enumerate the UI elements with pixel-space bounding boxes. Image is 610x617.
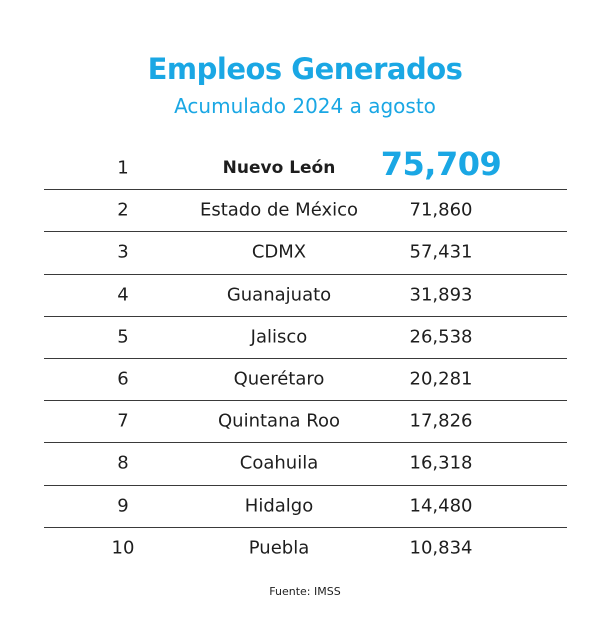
value-cell: 10,834 <box>409 537 473 559</box>
value-cell: 17,826 <box>409 410 473 432</box>
state-cell: CDMX <box>251 241 307 263</box>
value-cell: 75,709 <box>380 145 502 183</box>
rank-cell: 5 <box>117 326 129 348</box>
value-cell: 16,318 <box>409 452 473 474</box>
source-note: Fuente: IMSS <box>269 585 341 598</box>
value-cell: 57,431 <box>409 241 473 263</box>
row-divider <box>44 400 567 401</box>
value-cell: 31,893 <box>409 284 473 306</box>
row-divider <box>44 442 567 443</box>
rank-cell: 9 <box>117 495 129 517</box>
row-divider <box>44 527 567 528</box>
state-cell: Estado de México <box>199 199 359 221</box>
state-cell: Puebla <box>248 537 310 559</box>
rank-cell: 1 <box>117 157 129 179</box>
row-divider <box>44 189 567 190</box>
state-cell: Quintana Roo <box>218 410 340 432</box>
row-divider <box>44 316 567 317</box>
rank-cell: 2 <box>117 199 129 221</box>
rank-cell: 7 <box>117 410 129 432</box>
rank-cell: 10 <box>111 537 135 559</box>
row-divider <box>44 485 567 486</box>
state-cell: Nuevo León <box>222 158 336 178</box>
rank-cell: 4 <box>117 284 129 306</box>
chart-title: Empleos Generados <box>147 52 463 86</box>
value-cell: 14,480 <box>409 495 473 517</box>
rank-cell: 8 <box>117 452 129 474</box>
rank-cell: 6 <box>117 368 129 390</box>
state-cell: Querétaro <box>233 368 325 390</box>
row-divider <box>44 358 567 359</box>
row-divider <box>44 231 567 232</box>
chart-subtitle: Acumulado 2024 a agosto <box>174 94 436 118</box>
value-cell: 26,538 <box>409 326 473 348</box>
state-cell: Coahuila <box>239 452 319 474</box>
value-cell: 71,860 <box>409 199 473 221</box>
row-divider <box>44 274 567 275</box>
state-cell: Guanajuato <box>226 284 332 306</box>
value-cell: 20,281 <box>409 368 473 390</box>
state-cell: Jalisco <box>250 326 308 348</box>
state-cell: Hidalgo <box>244 495 314 517</box>
rank-cell: 3 <box>117 241 129 263</box>
